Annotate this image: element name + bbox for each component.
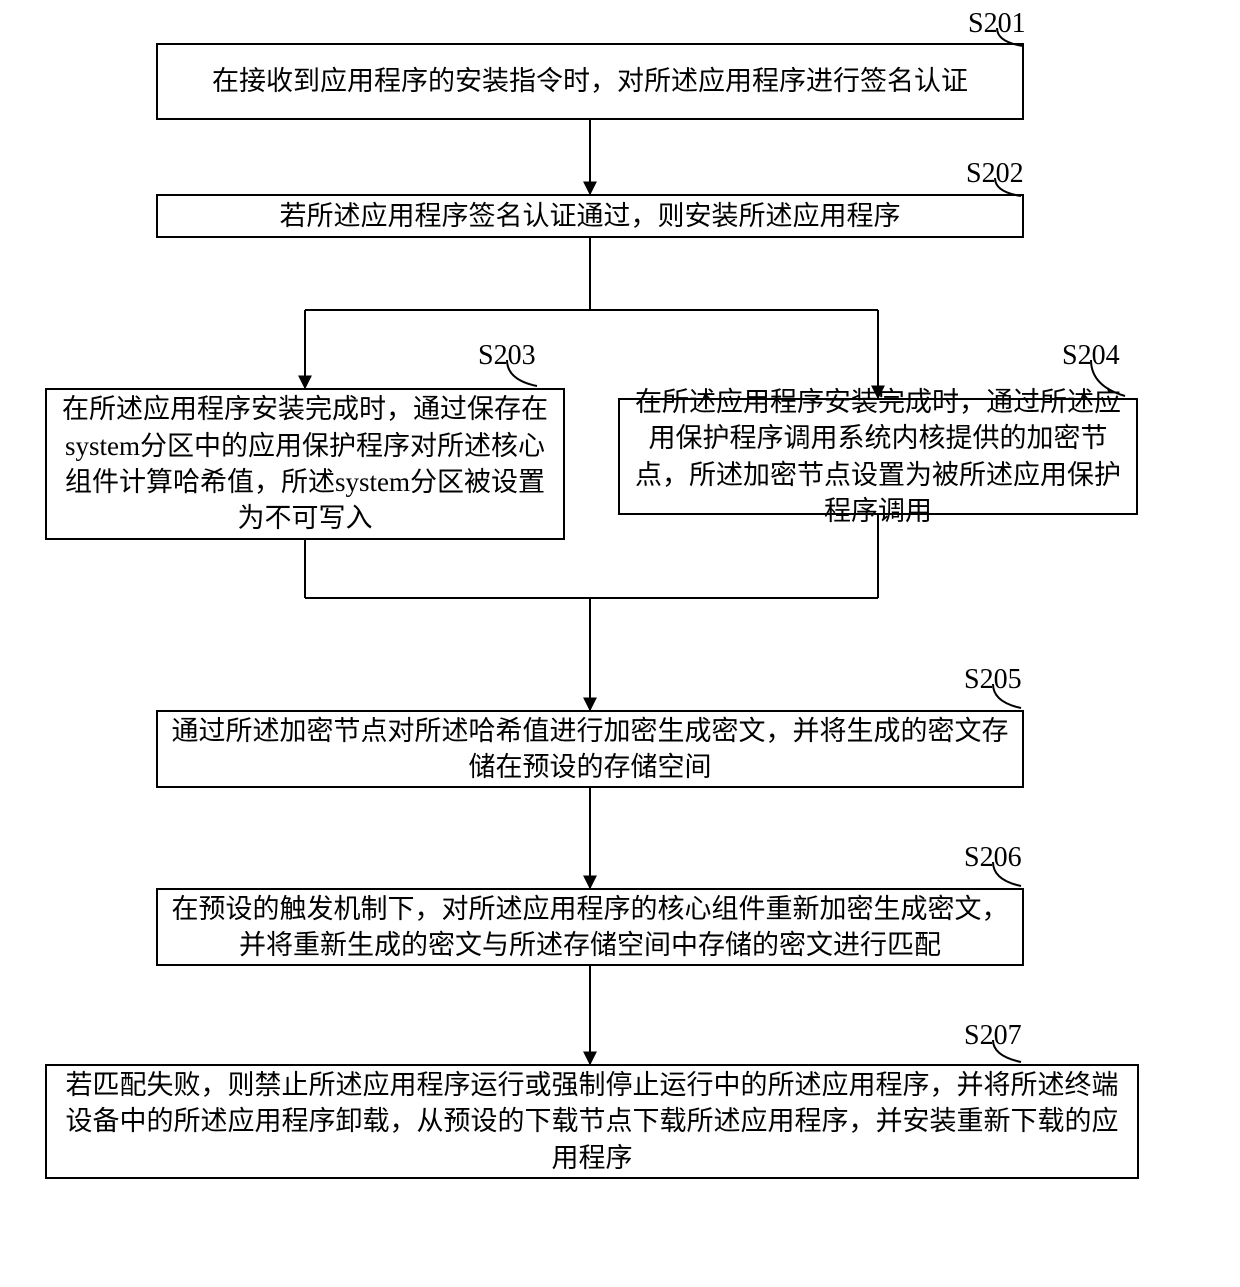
flow-node-s207: 若匹配失败，则禁止所述应用程序运行或强制停止运行中的所述应用程序，并将所述终端设… — [45, 1064, 1139, 1179]
flow-node-s201: 在接收到应用程序的安装指令时，对所述应用程序进行签名认证 — [156, 43, 1024, 120]
flow-node-text: 在所述应用程序安装完成时，通过所述应用保护程序调用系统内核提供的加密节点，所述加… — [630, 384, 1126, 530]
step-label-s204: S204 — [1062, 340, 1120, 372]
flow-node-text: 通过所述加密节点对所述哈希值进行加密生成密文，并将生成的密文存储在预设的存储空间 — [168, 713, 1012, 786]
flow-node-s202: 若所述应用程序签名认证通过，则安装所述应用程序 — [156, 194, 1024, 238]
step-label-s206: S206 — [964, 842, 1022, 874]
step-label-s203: S203 — [478, 340, 536, 372]
step-label-text: S202 — [966, 158, 1024, 189]
step-label-text: S204 — [1062, 340, 1120, 371]
flow-node-s205: 通过所述加密节点对所述哈希值进行加密生成密文，并将生成的密文存储在预设的存储空间 — [156, 710, 1024, 788]
flow-node-s206: 在预设的触发机制下，对所述应用程序的核心组件重新加密生成密文，并将重新生成的密文… — [156, 888, 1024, 966]
flow-node-text: 若匹配失败，则禁止所述应用程序运行或强制停止运行中的所述应用程序，并将所述终端设… — [57, 1067, 1127, 1176]
step-label-text: S205 — [964, 664, 1022, 695]
flow-node-text: 在所述应用程序安装完成时，通过保存在system分区中的应用保护程序对所述核心组… — [57, 391, 553, 537]
step-label-s202: S202 — [966, 158, 1024, 190]
flow-node-text: 在预设的触发机制下，对所述应用程序的核心组件重新加密生成密文，并将重新生成的密文… — [168, 891, 1012, 964]
flow-node-s204: 在所述应用程序安装完成时，通过所述应用保护程序调用系统内核提供的加密节点，所述加… — [618, 398, 1138, 515]
step-label-text: S207 — [964, 1020, 1022, 1051]
step-label-text: S206 — [964, 842, 1022, 873]
step-label-text: S201 — [968, 8, 1026, 39]
flow-node-s203: 在所述应用程序安装完成时，通过保存在system分区中的应用保护程序对所述核心组… — [45, 388, 565, 540]
flow-node-text: 若所述应用程序签名认证通过，则安装所述应用程序 — [280, 198, 901, 234]
step-label-s205: S205 — [964, 664, 1022, 696]
step-label-s201: S201 — [968, 8, 1026, 40]
flow-node-text: 在接收到应用程序的安装指令时，对所述应用程序进行签名认证 — [212, 63, 968, 99]
step-label-text: S203 — [478, 340, 536, 371]
step-label-s207: S207 — [964, 1020, 1022, 1052]
